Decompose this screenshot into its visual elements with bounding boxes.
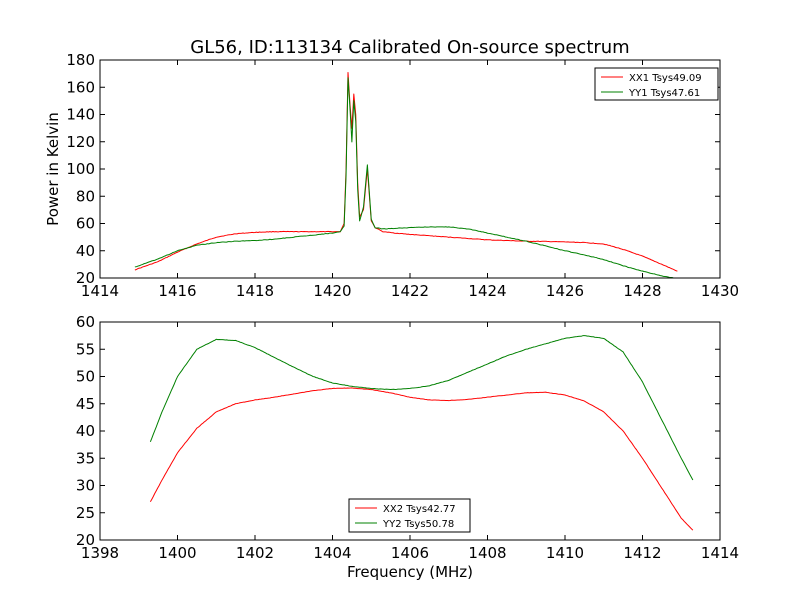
y-tick-label: 45 — [76, 395, 95, 413]
y-tick-label: 20 — [76, 269, 95, 287]
series-line-1 — [134, 71, 678, 272]
x-tick-label: 1422 — [391, 282, 429, 300]
y-tick-label: 20 — [76, 531, 95, 549]
x-tick-label: 1406 — [391, 544, 429, 562]
y-tick-label: 30 — [76, 477, 95, 495]
y-tick-label: 100 — [66, 160, 95, 178]
x-tick-label: 1424 — [468, 282, 506, 300]
x-tick-label: 1430 — [701, 282, 739, 300]
x-tick-label: 1410 — [546, 544, 584, 562]
legend-label: XX2 Tsys42.77 — [383, 504, 456, 515]
legend-label: YY1 Tsys47.61 — [628, 88, 700, 99]
x-axis-label: Frequency (MHz) — [347, 563, 473, 581]
x-tick-label: 1426 — [546, 282, 584, 300]
y-tick-label: 40 — [76, 422, 95, 440]
series-line-1 — [149, 387, 694, 531]
series-line-2 — [149, 335, 694, 481]
x-tick-label: 1420 — [313, 282, 351, 300]
panel-1: 1414 1416 1418 1420 1422 1424 1426 1428 1430 20 40… — [44, 51, 739, 300]
y-tick-label: 120 — [66, 133, 95, 151]
y-tick-label: 160 — [66, 78, 95, 96]
panels-group: 1414 1416 1418 1420 1422 1424 1426 1428 1430 20 40… — [44, 51, 739, 581]
x-tick-label: 1414 — [701, 544, 739, 562]
legend: XX2 Tsys42.77 YY2 Tsys50.78 — [348, 498, 471, 533]
y-tick-label: 35 — [76, 449, 95, 467]
x-tick-label: 1412 — [623, 544, 661, 562]
y-axis-label: Power in Kelvin — [44, 112, 62, 226]
y-tick-label: 80 — [76, 187, 95, 205]
legend-label: XX1 Tsys49.09 — [629, 73, 702, 84]
y-tick-label: 50 — [76, 368, 95, 386]
x-tick-label: 1404 — [313, 544, 351, 562]
y-tick-label: 140 — [66, 106, 95, 124]
legend: XX1 Tsys49.09 YY1 Tsys47.61 — [594, 67, 719, 101]
figure-title: GL56, ID:113134 Calibrated On-source spe… — [190, 37, 629, 58]
series-group — [149, 335, 694, 531]
y-tick-label: 60 — [76, 313, 95, 331]
legend-label: YY2 Tsys50.78 — [382, 519, 454, 530]
series-group — [134, 71, 678, 278]
y-tick-label: 40 — [76, 242, 95, 260]
y-tick-label: 180 — [66, 51, 95, 69]
legend-box — [594, 67, 719, 101]
x-tick-label: 1398 — [81, 544, 119, 562]
x-tick-label: 1418 — [236, 282, 274, 300]
x-tick-label: 1416 — [158, 282, 196, 300]
series-line-2 — [134, 77, 677, 278]
x-tick-label: 1428 — [623, 282, 661, 300]
y-tick-label: 60 — [76, 215, 95, 233]
x-tick-label: 1400 — [158, 544, 196, 562]
x-tick-label: 1408 — [468, 544, 506, 562]
panel-2: 1398 1400 1402 1404 1406 1408 1410 1412 1414 20 25… — [76, 313, 739, 581]
y-tick-label: 25 — [76, 504, 95, 522]
x-tick-label: 1414 — [81, 282, 119, 300]
x-tick-label: 1402 — [236, 544, 274, 562]
y-tick-label: 55 — [76, 340, 95, 358]
legend-box — [348, 498, 471, 533]
